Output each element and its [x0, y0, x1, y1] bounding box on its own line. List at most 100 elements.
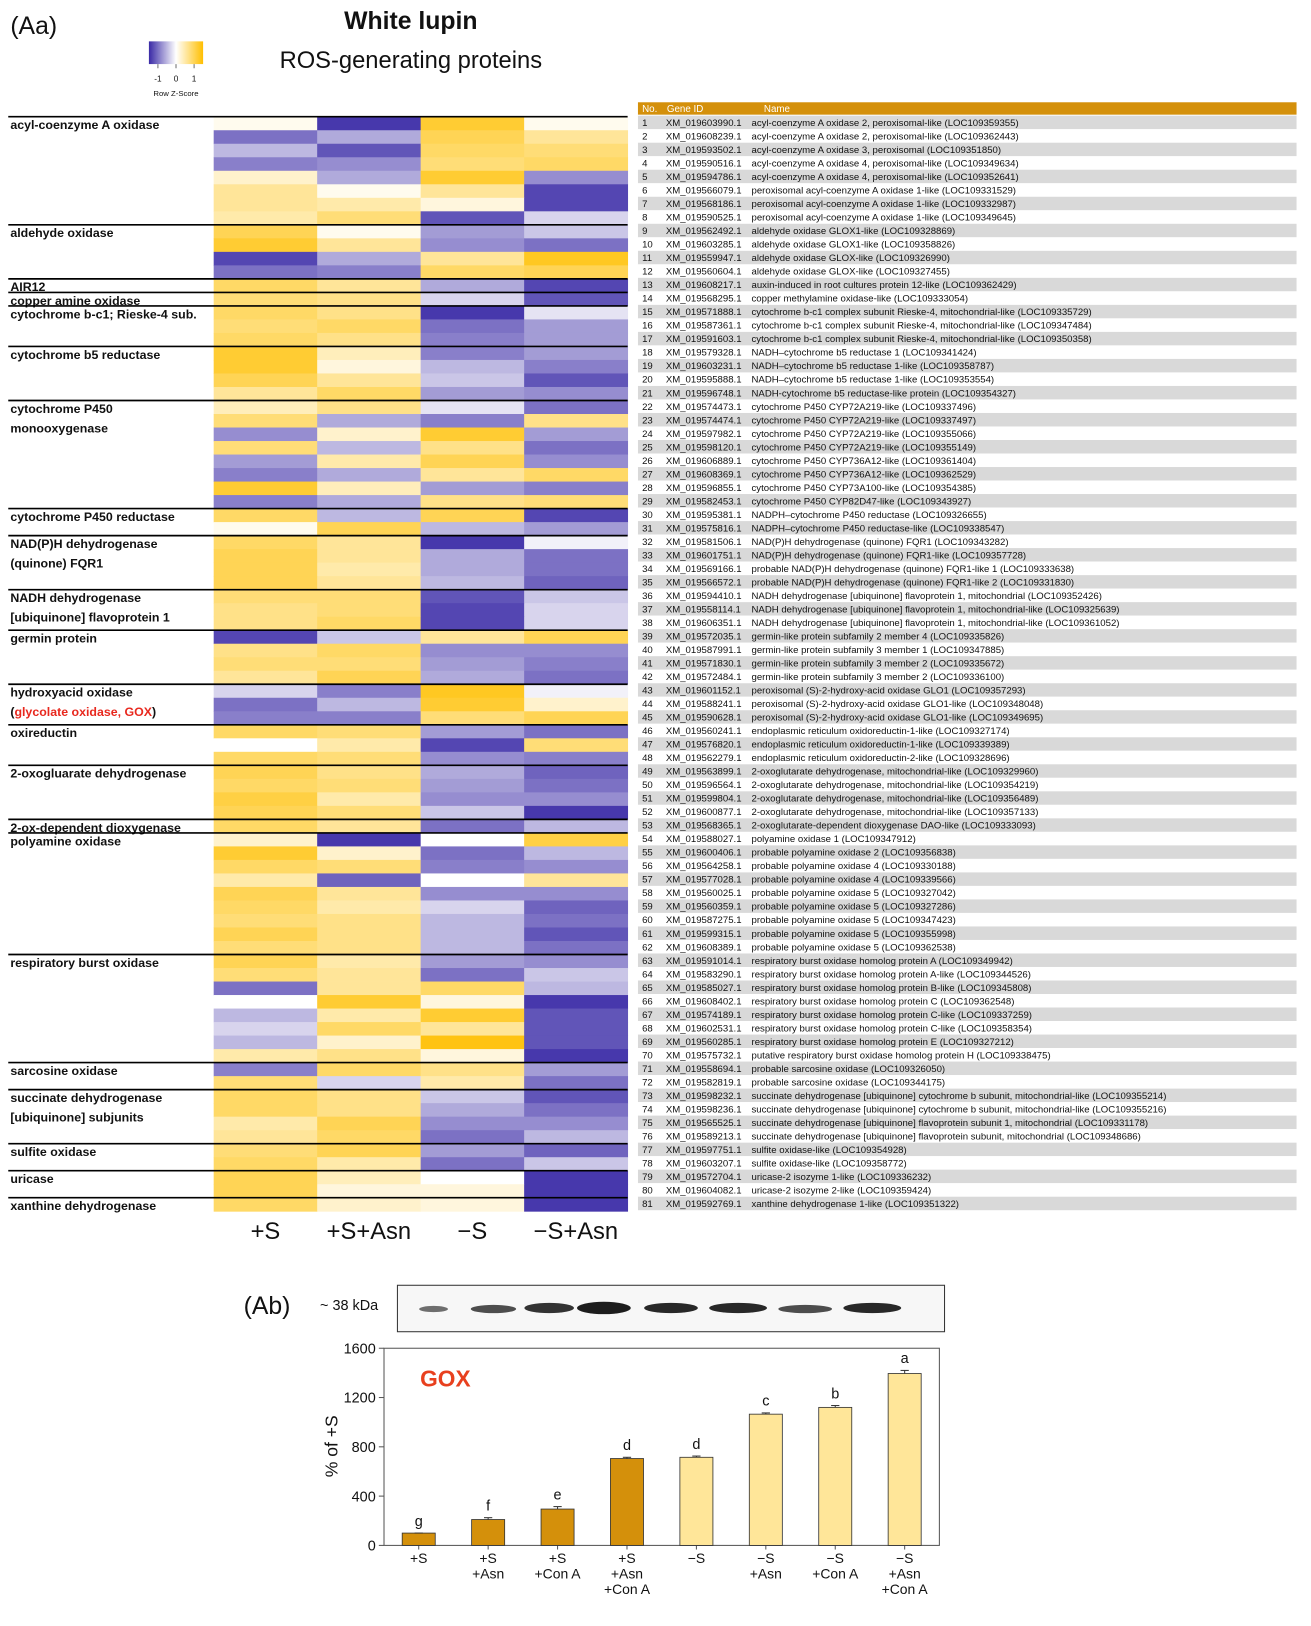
table-cell: XM_019602531.1 — [666, 1023, 742, 1034]
heatmap-cell — [524, 1076, 629, 1091]
heatmap-cell — [524, 522, 629, 537]
group-label: 2-ox-dependent dioxygenase — [10, 821, 181, 835]
table-row-bg — [637, 291, 1297, 305]
table-cell: XM_019608217.1 — [666, 280, 742, 291]
table-cell: XM_019587275.1 — [666, 915, 742, 926]
table-row-bg — [637, 331, 1297, 346]
heatmap-cell — [213, 603, 318, 618]
heatmap-cell — [420, 954, 525, 969]
heatmap-cell — [420, 535, 525, 550]
table-cell: XM_019600406.1 — [666, 848, 742, 859]
heatmap-cell — [524, 292, 629, 307]
table-cell: endoplasmic reticulum oxidoreductin-2-li… — [752, 753, 1010, 764]
table-row-bg — [637, 1129, 1297, 1143]
table-row-bg — [637, 399, 1297, 413]
heatmap-cell — [213, 1170, 318, 1185]
table-cell: 2-oxoglutarate dehydrogenase, mitochondr… — [752, 807, 1039, 818]
table-row-bg — [637, 750, 1297, 765]
heatmap-cell — [524, 1116, 629, 1131]
heatmap-cell — [317, 954, 422, 969]
group-label: (quinone) FQR1 — [10, 557, 103, 571]
heatmap-cell — [317, 1049, 422, 1064]
heatmap-cell — [420, 549, 525, 564]
table-row-bg — [637, 804, 1297, 819]
heatmap-cell — [420, 657, 525, 672]
table-cell: XM_019579328.1 — [666, 348, 742, 359]
heatmap-cell — [420, 468, 525, 482]
heatmap-cell — [213, 927, 318, 942]
heatmap-cell — [213, 454, 318, 469]
heatmap-cell — [524, 414, 629, 428]
heatmap-cell — [524, 116, 629, 131]
group-label: succinate dehydrogenase — [10, 1091, 162, 1105]
heatmap-cell — [524, 765, 629, 780]
table-cell: succinate dehydrogenase [ubiquinone] fla… — [752, 1131, 1141, 1142]
table-cell: 20 — [642, 375, 653, 386]
table-cell: 39 — [642, 631, 653, 642]
heatmap-cell — [317, 332, 422, 347]
heatmap-cell — [420, 913, 525, 928]
table-cell: germin-like protein subfamily 2 member 4… — [752, 631, 1005, 642]
heatmap-cell — [420, 981, 525, 996]
table-cell: NADH-cytochrome b5 reductase-like protei… — [752, 388, 1017, 399]
heatmap-cell — [420, 1170, 525, 1185]
heatmap-cell — [524, 886, 629, 901]
table-row-bg — [637, 304, 1297, 319]
heatmap-cell — [213, 1130, 318, 1145]
table-cell: 64 — [642, 969, 653, 980]
table-cell: XM_019598120.1 — [666, 442, 742, 453]
table-row-bg — [637, 818, 1297, 832]
table-cell: 18 — [642, 348, 653, 359]
x-tick-label: +S — [410, 1550, 427, 1566]
heatmap-cell — [317, 859, 422, 874]
table-cell: 5 — [642, 172, 647, 183]
table-row-bg — [637, 1102, 1297, 1116]
heatmap-cell — [420, 562, 525, 577]
heatmap-cell — [524, 751, 629, 766]
bar — [401, 1532, 436, 1546]
table-cell: respiratory burst oxidase homolog protei… — [752, 996, 1015, 1007]
table-row-bg — [637, 345, 1297, 359]
table-cell: 9 — [642, 226, 647, 237]
heatmap-cell — [524, 184, 629, 199]
table-cell: cytochrome P450 CYP72A219-like (LOC10933… — [752, 415, 977, 426]
heatmap-cell — [524, 265, 629, 280]
heatmap-cell — [524, 508, 629, 523]
table-row-bg — [637, 1142, 1297, 1157]
table-row-bg — [637, 507, 1297, 522]
table-cell: XM_019562492.1 — [666, 226, 742, 237]
table-cell: 57 — [642, 875, 653, 886]
heatmap-cell — [317, 319, 422, 334]
heatmap-cell — [420, 332, 525, 347]
heatmap-cell — [317, 643, 422, 658]
heatmap-cell — [524, 468, 629, 482]
table-row-bg — [637, 885, 1297, 900]
heatmap-cell — [524, 1089, 629, 1104]
heatmap-cell — [317, 738, 422, 753]
table-cell: XM_019592769.1 — [666, 1199, 742, 1210]
table-cell: peroxisomal acyl-coenzyme A oxidase 1-li… — [752, 199, 1017, 210]
table-cell: XM_019574473.1 — [666, 402, 742, 413]
group-label: copper amine oxidase — [10, 294, 140, 308]
heatmap-cell — [524, 197, 629, 212]
table-cell: XM_019608239.1 — [666, 132, 742, 143]
table-row-bg — [637, 912, 1297, 927]
table-cell: 2-oxoglutarate dehydrogenase, mitochondr… — [752, 794, 1039, 805]
table-cell: cytochrome P450 CYP736A12-like (LOC10936… — [752, 469, 977, 480]
heatmap-cell — [213, 954, 318, 969]
table-cell: peroxisomal (S)-2-hydroxy-acid oxidase G… — [752, 713, 1044, 724]
heatmap-cell — [524, 589, 629, 604]
table-row-bg — [637, 845, 1297, 859]
heatmap-cell — [420, 1103, 525, 1118]
table-cell: NAD(P)H dehydrogenase (quinone) FQR1-lik… — [752, 550, 1027, 561]
group-label: cytochrome P450 — [10, 402, 113, 416]
heatmap-cell — [420, 846, 525, 861]
table-cell: XM_019572035.1 — [666, 631, 742, 642]
heatmap-cell — [213, 751, 318, 766]
table-row-bg — [637, 1021, 1297, 1035]
group-label: 2-oxogluarate dehydrogenase — [10, 767, 186, 781]
table-cell: XM_019599804.1 — [666, 794, 742, 805]
heatmap-cell — [420, 414, 525, 428]
x-tick-label: +Con A — [535, 1565, 582, 1581]
table-cell: NAD(P)H dehydrogenase (quinone) FQR1 (LO… — [752, 537, 1009, 548]
